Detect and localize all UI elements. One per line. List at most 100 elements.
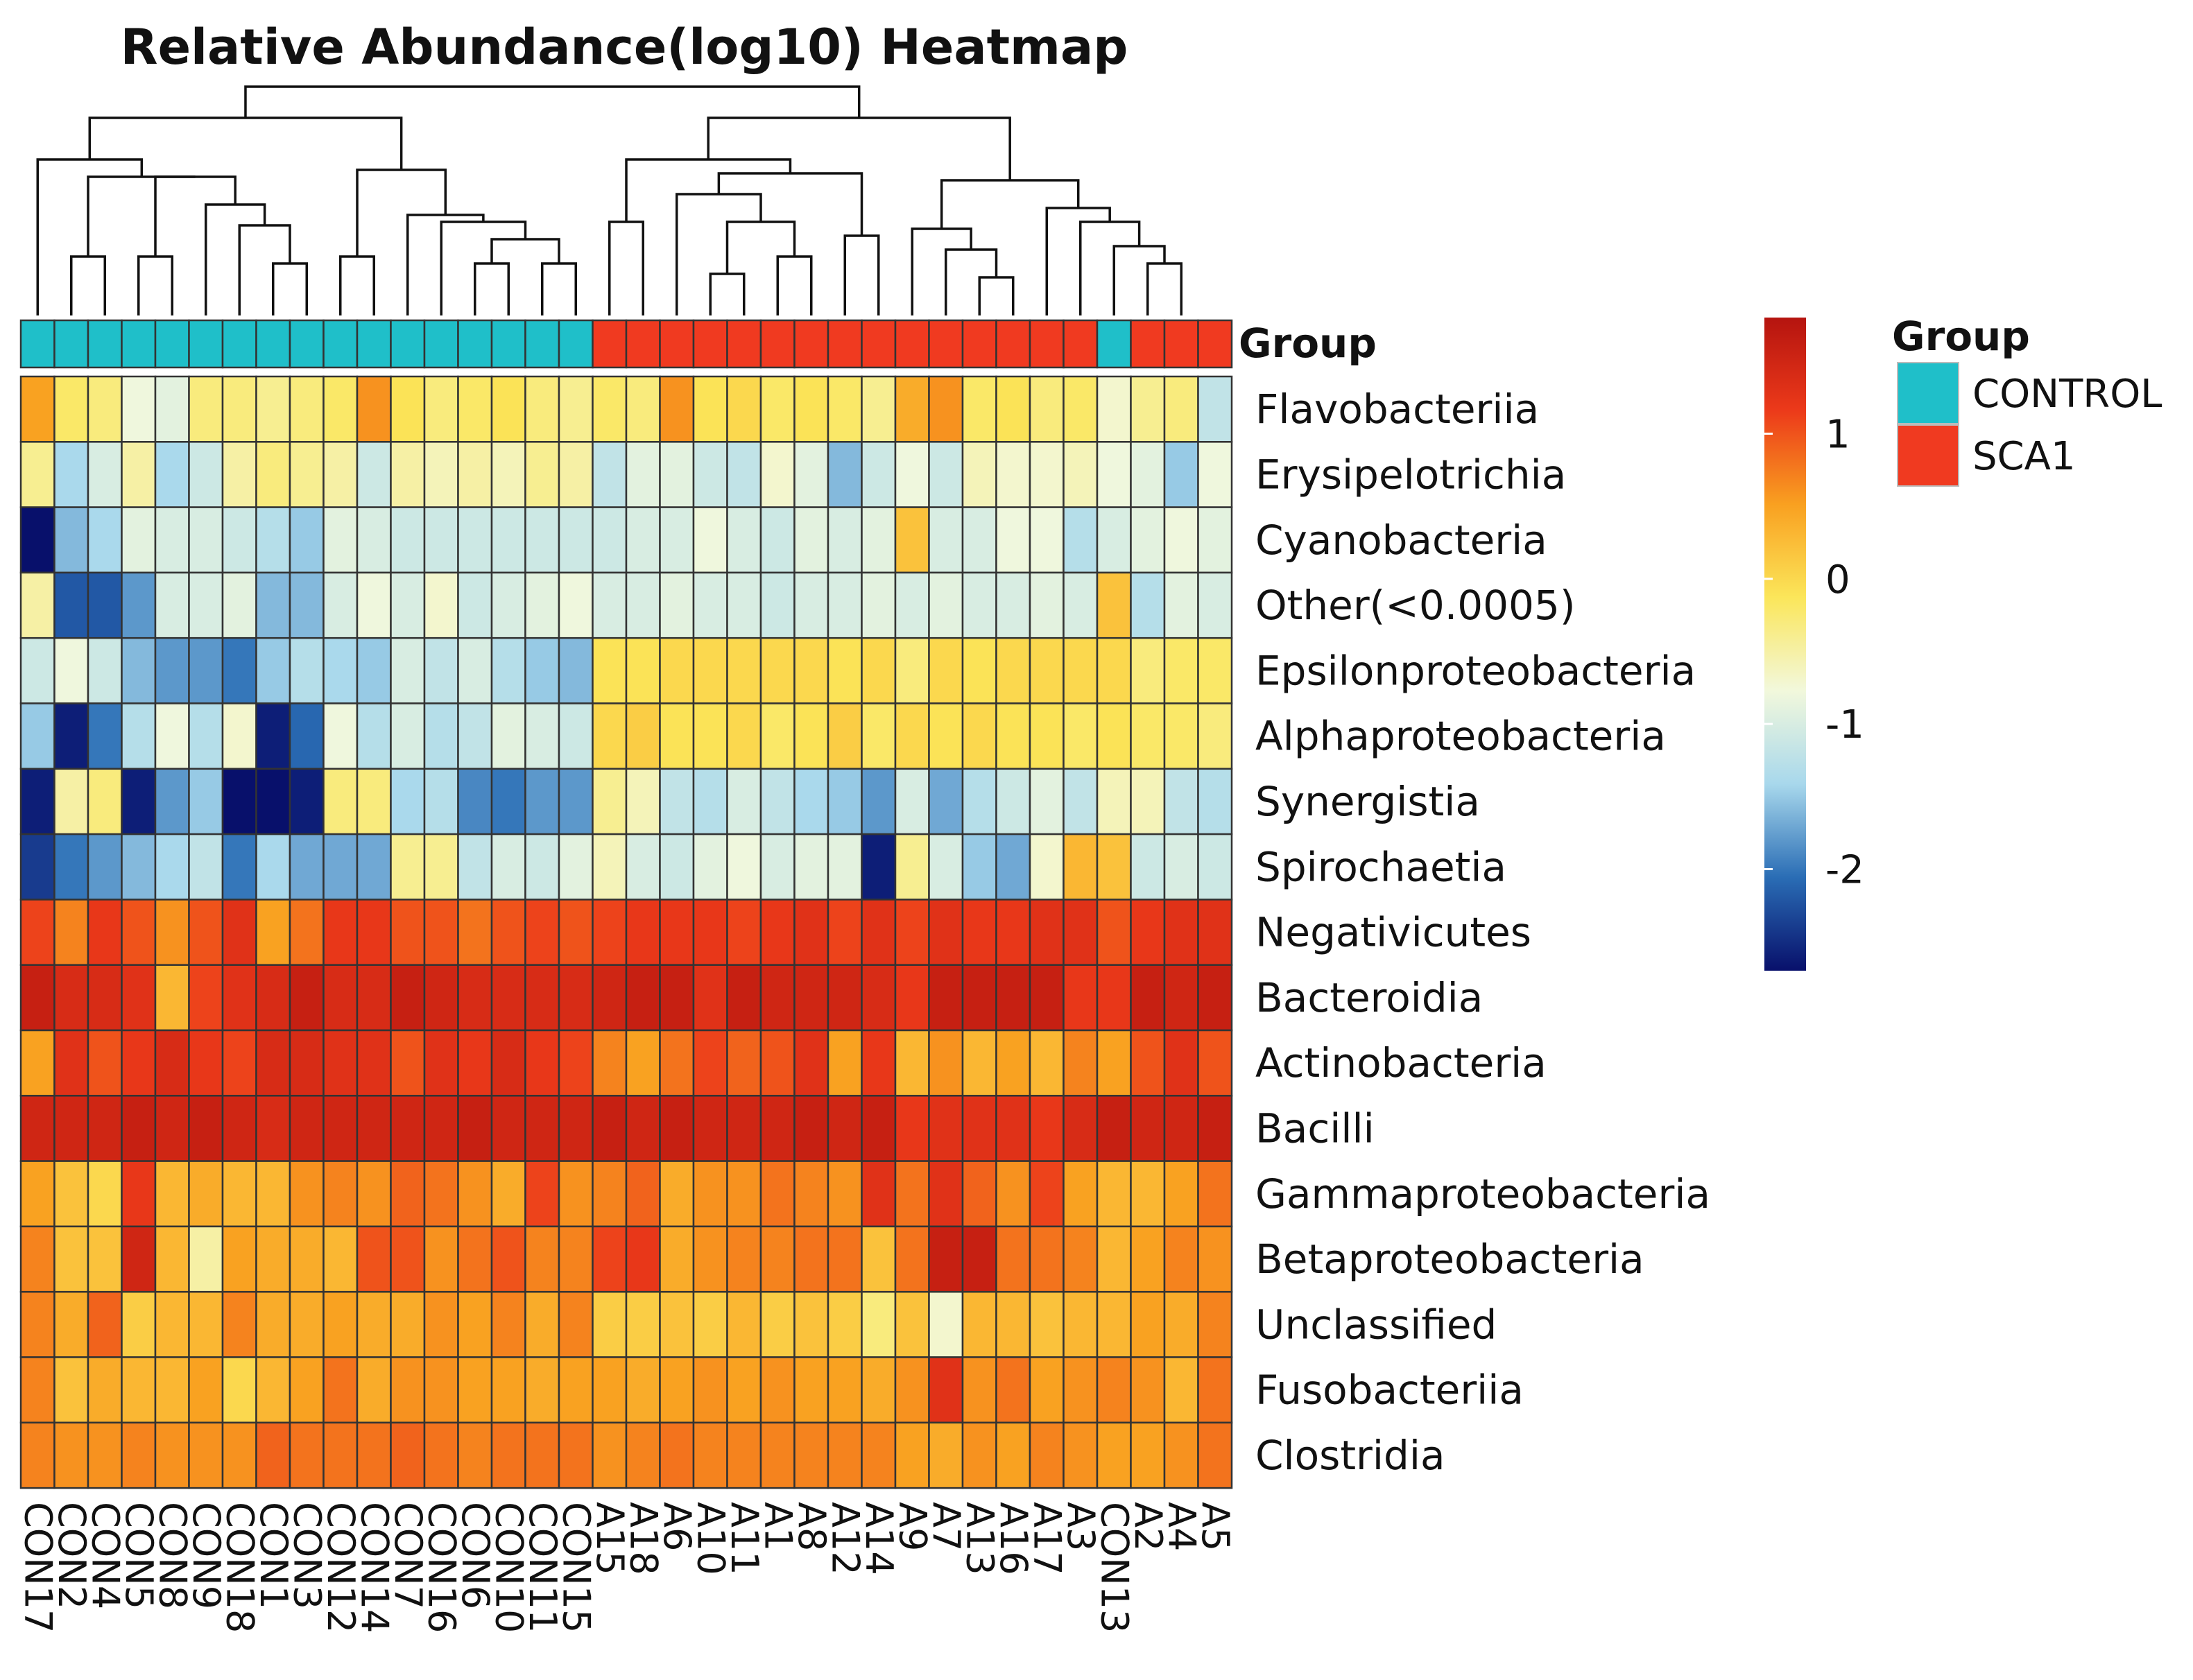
- group-cell: [659, 319, 695, 369]
- heatmap-cell: [827, 1290, 863, 1358]
- heatmap-cell: [1063, 1160, 1099, 1228]
- heatmap-cell: [121, 1160, 157, 1228]
- heatmap-cell: [356, 702, 392, 770]
- heatmap-cell: [726, 964, 762, 1032]
- heatmap-cell: [221, 899, 257, 966]
- dendrogram-branch: [709, 272, 746, 315]
- column-label: A14: [857, 1502, 901, 1575]
- heatmap-cell: [19, 899, 55, 966]
- heatmap-cell: [894, 768, 930, 835]
- heatmap-cell: [793, 571, 829, 639]
- column-dendrogram: [36, 85, 1182, 315]
- heatmap-cell: [692, 1356, 728, 1424]
- heatmap-cell: [1197, 1029, 1233, 1097]
- heatmap-cell: [289, 1225, 325, 1293]
- heatmap-cell: [1130, 964, 1166, 1032]
- heatmap-cell: [861, 375, 897, 443]
- group-cell: [894, 319, 930, 369]
- heatmap-cell: [659, 637, 695, 704]
- heatmap-cell: [457, 1356, 493, 1424]
- heatmap-cell: [1163, 1225, 1199, 1293]
- heatmap-cell: [188, 1421, 224, 1489]
- heatmap-cell: [861, 1356, 897, 1424]
- heatmap-cell: [961, 1225, 997, 1293]
- scale-tick-label: 1: [1825, 412, 1850, 457]
- heatmap-cell: [1096, 1160, 1132, 1228]
- heatmap-cell: [490, 1225, 526, 1293]
- heatmap-cell: [827, 768, 863, 835]
- heatmap-cell: [255, 899, 291, 966]
- heatmap-cell: [625, 1160, 661, 1228]
- dendrogram-branch: [608, 220, 644, 315]
- heatmap-cell: [625, 899, 661, 966]
- heatmap-cell: [356, 899, 392, 966]
- heatmap-cell: [1063, 1421, 1099, 1489]
- row-label: Alphaproteobacteria: [1255, 713, 1666, 760]
- group-cell: [827, 319, 863, 369]
- heatmap-cell: [490, 899, 526, 966]
- heatmap-cell: [154, 1095, 190, 1162]
- heatmap-cell: [322, 1421, 359, 1489]
- heatmap-cell: [861, 1225, 897, 1293]
- heatmap-cell: [154, 833, 190, 901]
- heatmap-cell: [221, 768, 257, 835]
- heatmap-cell: [1029, 833, 1065, 901]
- heatmap-cell: [322, 964, 359, 1032]
- heatmap-cell: [390, 1160, 426, 1228]
- group-cell: [1096, 319, 1132, 369]
- group-cell: [289, 319, 325, 369]
- group-cell: [19, 319, 55, 369]
- heatmap-cell: [1063, 506, 1099, 574]
- row-label: Cyanobacteria: [1255, 517, 1547, 564]
- group-cell: [490, 319, 526, 369]
- heatmap-cell: [1163, 1160, 1199, 1228]
- heatmap-cell: [1096, 1095, 1132, 1162]
- heatmap-cell: [87, 833, 123, 901]
- heatmap-cell: [390, 571, 426, 639]
- heatmap-cell: [356, 1029, 392, 1097]
- heatmap-cell: [53, 375, 89, 443]
- column-label: A9: [891, 1502, 934, 1551]
- heatmap-cell: [87, 375, 123, 443]
- heatmap-cell: [1130, 637, 1166, 704]
- heatmap-cell: [356, 375, 392, 443]
- heatmap-cell: [1130, 1225, 1166, 1293]
- column-label: A10: [689, 1502, 732, 1575]
- heatmap-cell: [457, 1029, 493, 1097]
- heatmap-cell: [894, 441, 930, 508]
- heatmap-cell: [121, 637, 157, 704]
- group-legend-swatch: [1897, 362, 1959, 424]
- heatmap-cell: [793, 1095, 829, 1162]
- heatmap-cell: [558, 571, 594, 639]
- heatmap-cell: [255, 1356, 291, 1424]
- heatmap-cell: [457, 637, 493, 704]
- heatmap-cell: [659, 1029, 695, 1097]
- column-label: A7: [925, 1502, 968, 1551]
- heatmap-cell: [827, 506, 863, 574]
- heatmap-cell: [87, 1225, 123, 1293]
- heatmap-cell: [861, 1160, 897, 1228]
- heatmap-cell: [121, 375, 157, 443]
- heatmap-cell: [625, 1225, 661, 1293]
- heatmap-cell: [625, 506, 661, 574]
- heatmap-cell: [1163, 441, 1199, 508]
- heatmap-cell: [659, 441, 695, 508]
- column-label: A2: [1126, 1502, 1170, 1551]
- heatmap-cell: [558, 1095, 594, 1162]
- heatmap-cell: [961, 1290, 997, 1358]
- heatmap-cell: [255, 1160, 291, 1228]
- dendrogram-branch: [490, 238, 560, 263]
- heatmap-cell: [19, 1095, 55, 1162]
- row-label: Spirochaetia: [1255, 843, 1506, 890]
- heatmap-cell: [289, 1160, 325, 1228]
- heatmap-cell: [961, 375, 997, 443]
- column-label: A3: [1059, 1502, 1103, 1551]
- heatmap-cell: [692, 1029, 728, 1097]
- heatmap-cell: [592, 1356, 628, 1424]
- heatmap-cell: [894, 833, 930, 901]
- heatmap-cell: [558, 506, 594, 574]
- heatmap-cell: [255, 375, 291, 443]
- column-label: CON10: [487, 1502, 531, 1633]
- heatmap-cell: [490, 571, 526, 639]
